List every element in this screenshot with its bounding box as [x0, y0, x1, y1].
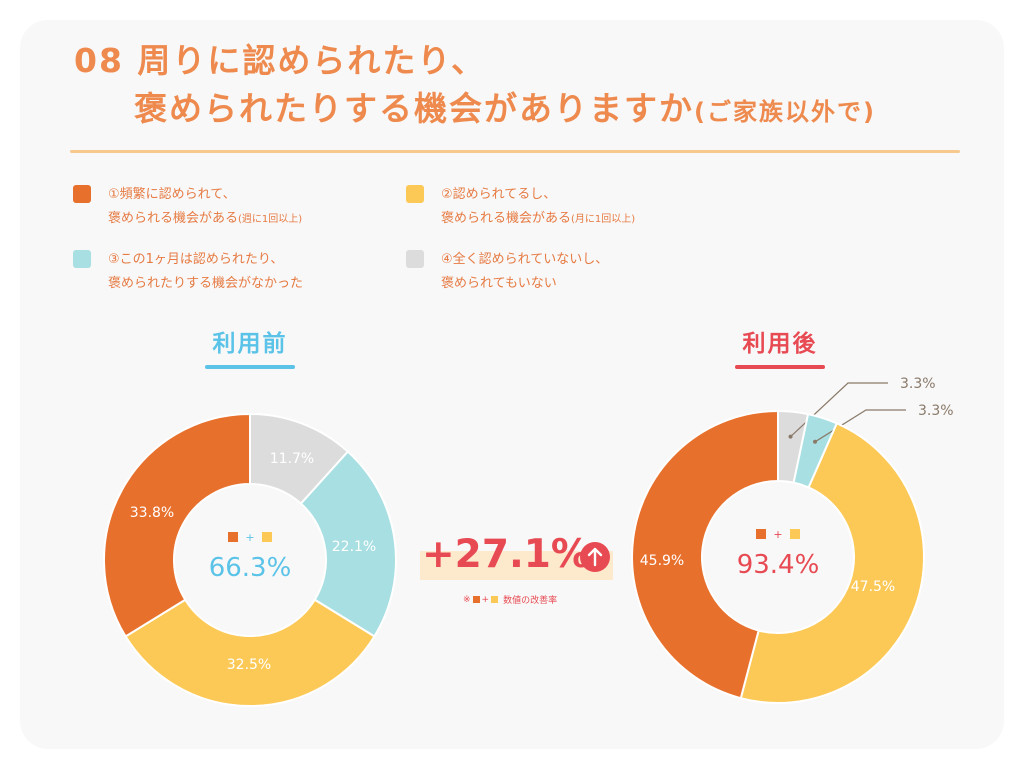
legend-text-1a: ①頻繁に認められて、 [108, 187, 236, 202]
center-yellow-square [790, 529, 800, 539]
note-text: 数値の改善率 [503, 596, 558, 606]
legend-text-2b: 褒められる機会がある(月に1回以上) [441, 211, 636, 226]
legend-swatch-2 [406, 185, 424, 203]
slice-label: 47.5% [851, 579, 895, 595]
legend-item-2: ②認められてるし、 褒められる機会がある(月に1回以上) [406, 183, 635, 232]
note-yellow-square [491, 596, 499, 603]
legend-text-4b: 褒められてもいない [441, 276, 557, 291]
page-title-line2: 褒められたりする機会がありますか(ご家族以外で) [134, 92, 876, 125]
center-value: 66.3% [209, 553, 292, 583]
slice-label: 45.9% [640, 553, 684, 569]
note-prefix: ※ [463, 594, 471, 605]
slice-① [631, 409, 779, 700]
center-plus: + [245, 531, 254, 544]
legend-text-1b: 褒められる機会がある(週に1回以上) [108, 211, 303, 226]
callout-dot [788, 434, 793, 439]
legend-text-3b: 褒められたりする機会がなかった [108, 276, 304, 291]
slice-① [103, 412, 251, 638]
legend-swatch-4 [406, 250, 424, 268]
legend-item-4: ④全く認められていないし、 褒められてもいない [406, 248, 608, 296]
donut-charts: 11.7% 22.1% 32.5% 33.8% +66.3% 3.3% 3.3% 47.5%… [103, 376, 954, 708]
improvement-note: ※ + 数値の改善率 [463, 593, 558, 607]
up-arrow-icon [580, 542, 610, 572]
title-suffix: (ご家族以外で) [694, 98, 876, 126]
slice-label: 32.5% [227, 657, 271, 673]
center-value: 93.4% [737, 550, 820, 580]
chart-heading-after-underline [735, 365, 825, 369]
chart-heading-before-text: 利用前 [212, 331, 288, 357]
legend-text-2a: ②認められてるし、 [441, 187, 557, 202]
title-divider [70, 150, 960, 153]
slice-② [124, 598, 376, 708]
slice-② [739, 422, 925, 704]
chart-heading-before-underline [205, 365, 295, 369]
chart-heading-before: 利用前 [170, 324, 330, 369]
note-plus: + [481, 594, 490, 605]
legend-item-3: ③この1ヶ月は認められたり、 褒められたりする機会がなかった [73, 248, 303, 296]
slice-label: 11.7% [270, 451, 314, 467]
improvement-value: +27.1% [422, 532, 590, 577]
slice-③ [299, 450, 397, 638]
legend-item-1: ①頻繁に認められて、 褒められる機会がある(週に1回以上) [73, 183, 302, 232]
chart-heading-after: 利用後 [700, 324, 860, 369]
legend-text-4a: ④全く認められていないし、 [441, 252, 609, 267]
callout-dot [813, 439, 818, 444]
legend-text-3a: ③この1ヶ月は認められたり、 [108, 252, 284, 267]
center-yellow-square [262, 532, 272, 542]
slice-label: 3.3% [900, 376, 936, 392]
donut-chart-after: 3.3% 3.3% 47.5% 45.9% +93.4% [631, 376, 954, 704]
callout-line [814, 409, 906, 443]
slice-label: 3.3% [918, 403, 954, 419]
title-main: 褒められたりする機会がありますか [134, 89, 694, 128]
donut-chart-before: 11.7% 22.1% 32.5% 33.8% +66.3% [103, 412, 397, 708]
chart-heading-after-text: 利用後 [742, 331, 818, 357]
slice-label: 33.8% [130, 505, 174, 521]
center-orange-square [756, 529, 766, 539]
center-orange-square [228, 532, 238, 542]
page-title-line1: 08 周りに認められたり、 [74, 41, 487, 80]
center-plus: + [773, 528, 782, 541]
slice-label: 22.1% [332, 539, 376, 555]
legend-swatch-1 [73, 185, 91, 203]
note-orange-square [472, 596, 480, 603]
legend-swatch-3 [73, 250, 91, 268]
